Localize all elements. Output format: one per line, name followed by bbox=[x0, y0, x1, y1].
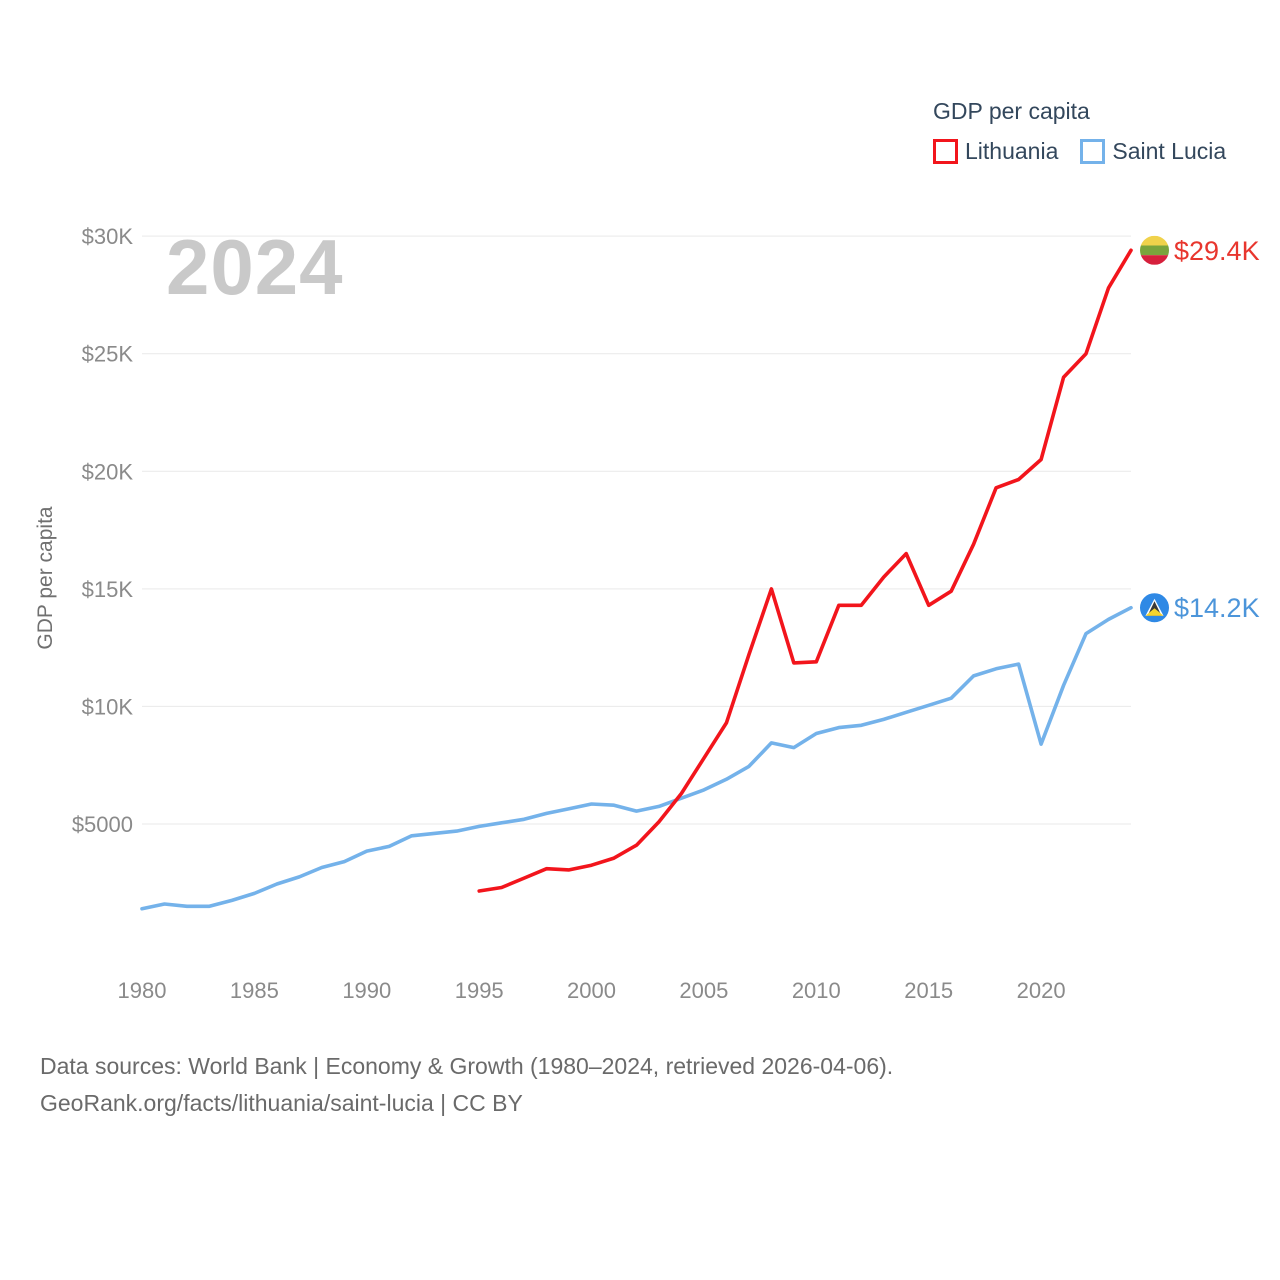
y-tick-label: $30K bbox=[82, 224, 134, 249]
year-watermark: 2024 bbox=[166, 223, 344, 311]
x-axis-tick-labels: 1980 1985 1990 1995 2000 2005 2010 2015 2020 bbox=[118, 978, 1066, 1003]
lithuania-flag-icon bbox=[1140, 235, 1169, 265]
x-tick-label: 1980 bbox=[118, 978, 167, 1003]
end-label-lithuania: $29.4K bbox=[1174, 236, 1260, 266]
x-tick-label: 1990 bbox=[342, 978, 391, 1003]
lithuania-series-swatch bbox=[933, 139, 958, 164]
x-tick-label: 1985 bbox=[230, 978, 279, 1003]
legend-item-saint-lucia[interactable]: Saint Lucia bbox=[1080, 138, 1226, 165]
lithuania-line[interactable] bbox=[477, 248, 1133, 893]
series-end-labels: $29.4K $14.2K bbox=[1174, 236, 1260, 623]
x-tick-label: 2005 bbox=[679, 978, 728, 1003]
y-tick-label: $15K bbox=[82, 577, 134, 602]
y-tick-label: $20K bbox=[82, 459, 134, 484]
y-axis-tick-labels: $5000 $10K $15K $20K $25K $30K bbox=[72, 224, 134, 837]
footer-attribution: GeoRank.org/facts/lithuania/saint-lucia … bbox=[40, 1090, 523, 1116]
y-tick-label: $5000 bbox=[72, 812, 133, 837]
gridlines bbox=[142, 235, 1131, 825]
y-tick-label: $25K bbox=[82, 342, 134, 367]
legend-label-saint-lucia: Saint Lucia bbox=[1112, 138, 1227, 164]
saint-lucia-series-swatch bbox=[1080, 139, 1106, 164]
footer-data-sources: Data sources: World Bank | Economy & Gro… bbox=[40, 1053, 894, 1079]
legend-title: GDP per capita bbox=[933, 98, 1090, 124]
chart-legend: GDP per capita Lithuania Saint Lucia bbox=[933, 98, 1226, 165]
x-tick-label: 2010 bbox=[792, 978, 841, 1003]
y-axis-title: GDP per capita bbox=[34, 506, 57, 650]
saint-lucia-line[interactable] bbox=[140, 605, 1133, 911]
saint-lucia-flag-icon bbox=[1140, 593, 1169, 623]
end-label-saint-lucia: $14.2K bbox=[1174, 593, 1260, 623]
x-tick-label: 2015 bbox=[904, 978, 953, 1003]
x-tick-label: 1995 bbox=[455, 978, 504, 1003]
series-lines bbox=[140, 248, 1133, 911]
x-tick-label: 2000 bbox=[567, 978, 616, 1003]
footer: Data sources: World Bank | Economy & Gro… bbox=[40, 1048, 893, 1122]
legend-label-lithuania: Lithuania bbox=[965, 138, 1059, 164]
y-tick-label: $10K bbox=[82, 694, 134, 719]
legend-item-lithuania[interactable]: Lithuania bbox=[933, 138, 1058, 165]
x-tick-label: 2020 bbox=[1017, 978, 1066, 1003]
